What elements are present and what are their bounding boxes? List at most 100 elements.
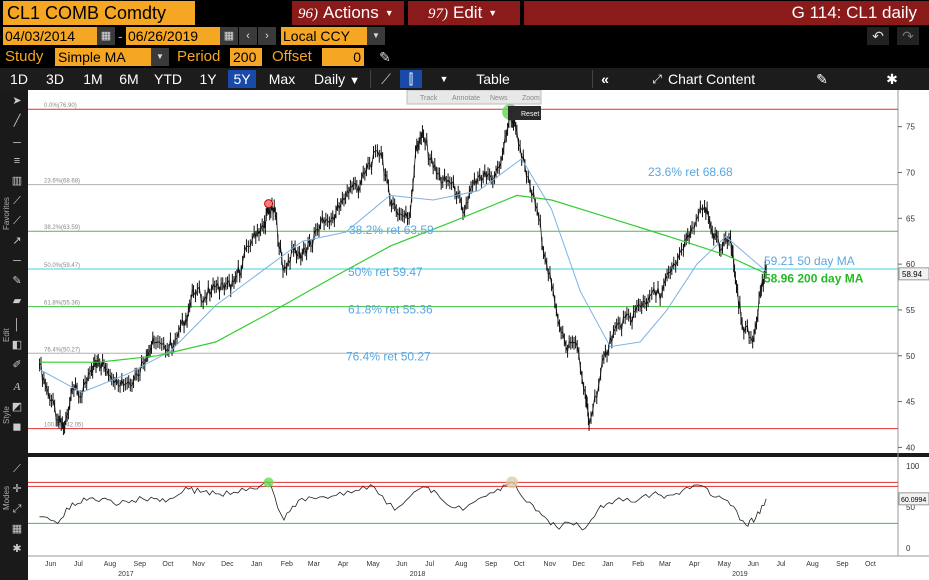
style-label: Style	[2, 406, 11, 424]
popup-item[interactable]: Track	[420, 95, 438, 102]
title-bar: CL1 COMB Comdty 96) Actions ▼ 97) Edit ▼ G 1…	[0, 0, 929, 26]
settings-gear-icon[interactable]: ✱	[886, 71, 898, 87]
crosshair-icon[interactable]: ✛	[12, 483, 22, 495]
x-tick-label: Sep	[134, 561, 147, 568]
osc-last-tag	[898, 492, 929, 506]
chart-content-icon[interactable]: ⤢	[652, 72, 662, 86]
period-tab-1m[interactable]: 1M	[83, 71, 103, 87]
grid-tool-icon[interactable]: ▦	[11, 523, 23, 535]
x-tick-label: Oct	[514, 561, 525, 568]
channel-icon[interactable]: ▥	[11, 175, 23, 187]
x-tick-label: Jan	[251, 561, 262, 568]
next-range-icon[interactable]: ›	[258, 27, 276, 45]
currency-dropdown-icon[interactable]: ▼	[367, 27, 385, 45]
ma200-line	[39, 194, 767, 363]
hline-icon[interactable]: ─	[13, 255, 21, 267]
popup-item[interactable]: Annotate	[452, 95, 480, 102]
actions-caret-icon: ▼	[384, 8, 394, 18]
x-tick-label: Oct	[162, 561, 173, 568]
page-title: G 114: CL1 daily	[524, 1, 929, 25]
x-tick-label: May	[366, 561, 380, 568]
last-price-label: 58.94	[902, 270, 923, 279]
redo-icon[interactable]: ↷	[897, 27, 919, 45]
high-marker	[264, 199, 274, 209]
popup-item[interactable]: News	[490, 95, 508, 102]
period-field[interactable]: 200	[230, 48, 262, 66]
brush-icon[interactable]: ✐	[12, 359, 22, 371]
x-tick-label: Aug	[455, 561, 468, 568]
edit-chart-icon[interactable]: ✎	[816, 71, 828, 87]
trend-icon[interactable]: ⟋	[13, 195, 21, 207]
frequency-dropdown[interactable]: Daily ▼	[307, 70, 367, 88]
chart-area[interactable]: 40 45 50 55 60 65 70 75 0.0%(76.90) 23.6%(68.68) 3…	[28, 89, 929, 580]
period-tab-3d[interactable]: 3D	[46, 71, 64, 87]
color-icon[interactable]: ◼	[12, 421, 22, 433]
retracement-annotation: 50% ret 59.47	[348, 265, 423, 279]
offset-field[interactable]: 0	[322, 48, 364, 66]
x-year-label: 2017	[118, 571, 134, 578]
chart-content-button[interactable]: Chart Content	[668, 71, 756, 87]
pencil-icon[interactable]: ✎	[379, 49, 391, 65]
actions-menu[interactable]: 96) Actions ▼	[292, 1, 404, 25]
ray-icon[interactable]: ⟋	[13, 215, 21, 227]
x-tick-label: Aug	[806, 561, 819, 568]
collapse-icon[interactable]: «	[601, 71, 609, 87]
sidebar-gear-icon[interactable]: ✱	[12, 543, 22, 555]
shape-icon[interactable]: ◩	[11, 401, 23, 413]
reset-button[interactable]: Reset	[521, 111, 539, 118]
study-field[interactable]: Simple MA	[55, 48, 151, 66]
zoom-tool-icon[interactable]: ⤢	[12, 503, 22, 515]
y-tick-label: 55	[906, 306, 915, 315]
eraser-icon[interactable]: ◧	[11, 339, 23, 351]
last-price-tag	[898, 267, 929, 281]
price-chart[interactable]: 40 45 50 55 60 65 70 75 0.0%(76.90) 23.6%(68.68) 3…	[28, 89, 929, 580]
offset-label: Offset	[272, 48, 312, 65]
ticker-field[interactable]: CL1 COMB Comdty	[3, 1, 195, 25]
line-chart-icon[interactable]: ⟋	[381, 71, 391, 87]
oscillator-tool-icon[interactable]: ⟋	[13, 463, 21, 475]
period-tab-6m[interactable]: 6M	[119, 71, 139, 87]
prev-range-icon[interactable]: ‹	[239, 27, 257, 45]
start-date-field[interactable]: 04/03/2014	[3, 27, 97, 45]
marker-icon[interactable]: ▰	[12, 295, 22, 307]
chart-type-dropdown-icon[interactable]: ▼	[439, 74, 449, 84]
edit-menu[interactable]: 97) Edit ▼	[408, 1, 520, 25]
fib-level-label: 0.0%(76.90)	[44, 103, 77, 109]
y-tick-label: 45	[906, 398, 915, 407]
reset-button-bg	[508, 106, 541, 120]
horizontal-line-icon[interactable]: ─	[13, 137, 21, 149]
text-icon[interactable]: A	[13, 381, 21, 393]
table-button[interactable]: Table	[476, 71, 510, 87]
draw-line-icon[interactable]: ╱	[13, 115, 21, 127]
x-tick-label: Jun	[396, 561, 407, 568]
period-tab-1y[interactable]: 1Y	[199, 71, 217, 87]
x-tick-label: Apr	[338, 561, 350, 568]
period-tab-max[interactable]: Max	[268, 71, 296, 87]
oscillator-line	[39, 481, 767, 531]
edit-panel-label: Edit	[2, 328, 11, 342]
undo-icon[interactable]: ↶	[867, 27, 889, 45]
period-tab-1d[interactable]: 1D	[10, 71, 28, 87]
x-tick-label: Sep	[836, 561, 849, 568]
period-tab-5y[interactable]: 5Y	[228, 70, 256, 88]
pen-icon[interactable]: ✎	[12, 275, 22, 287]
ma-label: 58.96 200 day MA	[764, 271, 864, 285]
currency-field[interactable]: Local CCY	[281, 27, 367, 45]
x-tick-label: Jun	[748, 561, 759, 568]
osc-tick-label: 100	[906, 462, 920, 471]
end-date-field[interactable]: 06/26/2019	[126, 27, 220, 45]
start-calendar-icon[interactable]: ▦	[97, 27, 115, 45]
study-dropdown-icon[interactable]: ▼	[151, 48, 169, 66]
arrow-icon[interactable]: ↗	[12, 235, 22, 247]
cursor-icon[interactable]: ➤	[12, 95, 22, 107]
retracement-annotation: 61.8% ret 55.36	[348, 303, 433, 317]
popup-item[interactable]: Zoom	[522, 95, 540, 102]
x-tick-label: Jun	[45, 561, 56, 568]
end-calendar-icon[interactable]: ▦	[220, 27, 238, 45]
period-tab-ytd[interactable]: YTD	[154, 71, 182, 87]
vertical-line-icon[interactable]: │	[13, 319, 21, 331]
fib-icon[interactable]: ≡	[13, 155, 21, 167]
frequency-caret-icon: ▼	[349, 75, 360, 87]
x-tick-label: Feb	[632, 561, 644, 568]
bar-chart-icon[interactable]: ⫿	[400, 70, 422, 88]
